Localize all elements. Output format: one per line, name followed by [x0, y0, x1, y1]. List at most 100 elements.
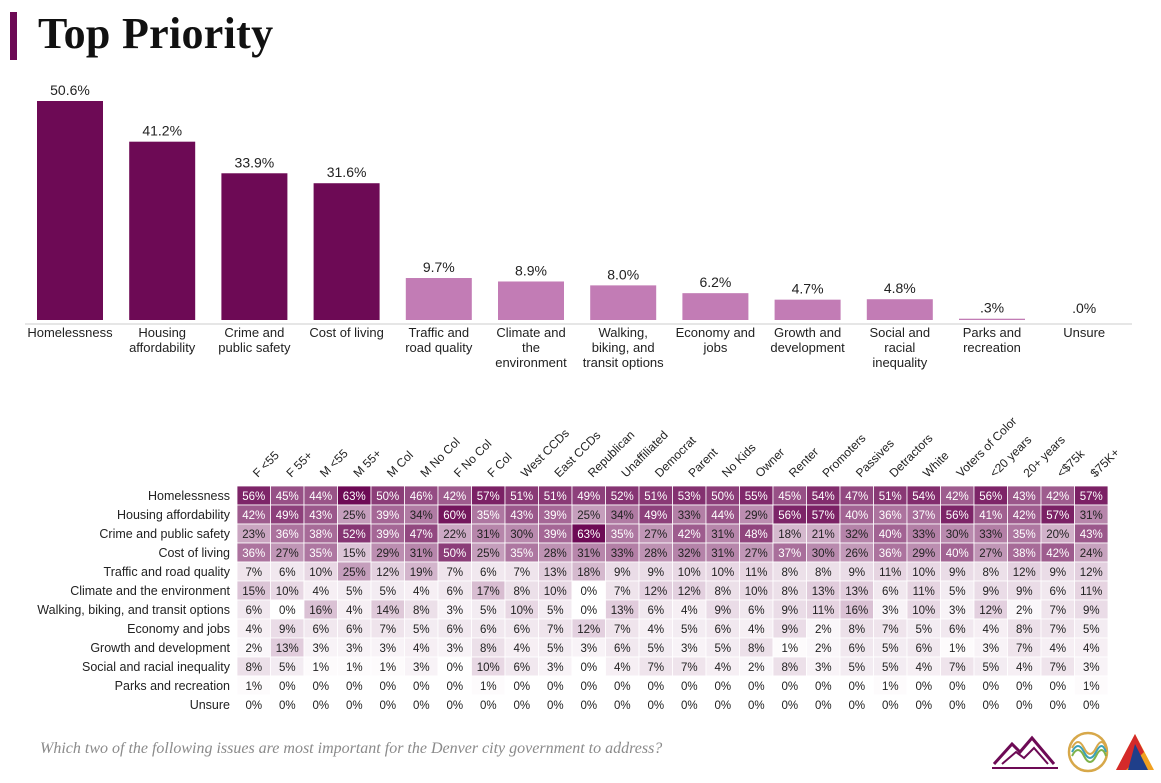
bar-category-label: Homelessness [27, 325, 113, 340]
heatmap-cell-value: 11% [913, 586, 935, 598]
heatmap-cell-value: 0% [279, 700, 296, 712]
heatmap-cell-value: 49% [577, 491, 600, 503]
heatmap-cell-value: 4% [915, 662, 932, 674]
heatmap-cell-value: 27% [276, 548, 299, 560]
heatmap-cell-value: 48% [745, 529, 768, 541]
heatmap-cell-value: 15% [242, 586, 265, 598]
heatmap-cell-value: 9% [848, 567, 865, 579]
heatmap-cell-value: 47% [410, 529, 433, 541]
heatmap-cell-value: 56% [979, 491, 1002, 503]
heatmap-cell-value: 3% [815, 662, 832, 674]
heatmap-cell-value: 21% [812, 529, 835, 541]
heatmap-cell-value: 3% [547, 662, 564, 674]
heatmap-cell-value: 7% [614, 624, 631, 636]
heatmap-cell-value: 50% [711, 491, 734, 503]
heatmap-cell-value: 0% [446, 662, 463, 674]
heatmap-cell-value: 44% [309, 491, 332, 503]
heatmap-cell-value: 36% [242, 548, 265, 560]
heatmap-cell-value: 51% [879, 491, 902, 503]
heatmap-cell-value: 3% [882, 605, 899, 617]
heatmap-cell-value: 0% [614, 681, 631, 693]
heatmap-cell-value: 8% [413, 605, 430, 617]
heatmap-cell-value: 57% [812, 510, 835, 522]
heatmap-cell-value: 31% [1080, 510, 1103, 522]
heatmap-cell-value: 6% [279, 567, 296, 579]
heatmap-cell-value: 5% [949, 586, 966, 598]
heatmap-cell-value: 4% [245, 624, 262, 636]
heatmap-cell-value: 7% [547, 624, 564, 636]
heatmap-cell-value: 0% [580, 681, 597, 693]
heatmap-cell-value: 30% [946, 529, 969, 541]
heatmap-cell-value: 51% [644, 491, 667, 503]
bar-climate-and-the-environment [498, 281, 564, 320]
heatmap-cell-value: 1% [781, 643, 798, 655]
heatmap-cell-value: 25% [577, 510, 600, 522]
survey-question: Which two of the following issues are mo… [40, 740, 663, 757]
heatmap-cell-value: 0% [413, 681, 430, 693]
heatmap-cell-value: 53% [678, 491, 701, 503]
bar-cost-of-living [313, 183, 380, 320]
heatmap-cell-value: 50% [376, 491, 399, 503]
heatmap-row-label: Climate and the environment [70, 584, 230, 598]
heatmap-column-header: No Kids [719, 441, 759, 481]
heatmap-cell-value: 3% [413, 662, 430, 674]
heatmap-cell-value: 5% [681, 624, 698, 636]
heatmap-cell-value: 42% [1046, 548, 1069, 560]
heatmap-cell-value: 5% [346, 586, 363, 598]
heatmap-row-label: Traffic and road quality [104, 565, 231, 579]
heatmap-cell-value: 2% [245, 643, 262, 655]
heatmap-cell-value: 10% [276, 586, 299, 598]
heatmap-cell-value: 0% [714, 700, 731, 712]
heatmap-column-header: F Col [484, 450, 514, 480]
heatmap-cell-value: 54% [912, 491, 935, 503]
heatmap-cell-value: 8% [815, 567, 832, 579]
heatmap-cell-value: 4% [346, 605, 363, 617]
heatmap-cell-value: 0% [882, 700, 899, 712]
heatmap-cell-value: 9% [781, 605, 798, 617]
heatmap-cell-value: 9% [982, 586, 999, 598]
heatmap-cell-value: 0% [1016, 681, 1033, 693]
heatmap-cell-value: 7% [245, 567, 262, 579]
heatmap-cell-value: 0% [915, 700, 932, 712]
heatmap-column-header: M 55+ [350, 446, 384, 480]
bar-housing-affordability [129, 141, 196, 320]
heatmap-cell-value: 40% [879, 529, 902, 541]
heatmap-cell-value: 57% [477, 491, 500, 503]
heatmap-cell-value: 9% [714, 605, 731, 617]
heatmap-column-header: White [920, 448, 952, 480]
heatmap-cell-value: 8% [480, 643, 497, 655]
heatmap-cell-value: 56% [242, 491, 265, 503]
bar-category-label: public safety [218, 340, 291, 355]
heatmap-row-label: Homelessness [148, 489, 230, 503]
heatmap-cell-value: 4% [413, 586, 430, 598]
bar-category-label: recreation [963, 340, 1021, 355]
heatmap-cell-value: 49% [644, 510, 667, 522]
heatmap-cell-value: 31% [711, 529, 734, 541]
bar-category-label: Crime and [224, 325, 284, 340]
heatmap-cell-value: 38% [1013, 548, 1036, 560]
heatmap-cell-value: 42% [443, 491, 466, 503]
heatmap-cell-value: 13% [276, 643, 299, 655]
heatmap-cell-value: 6% [748, 605, 765, 617]
bar-homelessness [37, 101, 103, 320]
heatmap-cell-value: 35% [510, 548, 533, 560]
bar-category-label: road quality [405, 340, 473, 355]
heatmap-cell-value: 35% [1013, 529, 1036, 541]
heatmap-cell-value: 0% [547, 681, 564, 693]
heatmap-cell-value: 0% [982, 700, 999, 712]
heatmap-cell-value: 33% [611, 548, 634, 560]
heatmap-cell-value: 5% [547, 605, 564, 617]
heatmap-cell-value: 31% [477, 529, 500, 541]
heatmap-cell-value: 7% [446, 567, 463, 579]
heatmap-cell-value: 5% [647, 643, 664, 655]
heatmap-cell-value: 10% [544, 586, 567, 598]
heatmap-cell-value: 8% [982, 567, 999, 579]
heatmap-cell-value: 47% [845, 491, 868, 503]
heatmap-cell-value: 14% [376, 605, 399, 617]
heatmap-cell-value: 1% [949, 643, 966, 655]
heatmap-cell-value: 43% [1080, 529, 1103, 541]
heatmap-cell-value: 49% [276, 510, 299, 522]
heatmap-cell-value: 0% [446, 681, 463, 693]
heatmap-cell-value: 13% [812, 586, 835, 598]
heatmap-cell-value: 43% [1013, 491, 1036, 503]
